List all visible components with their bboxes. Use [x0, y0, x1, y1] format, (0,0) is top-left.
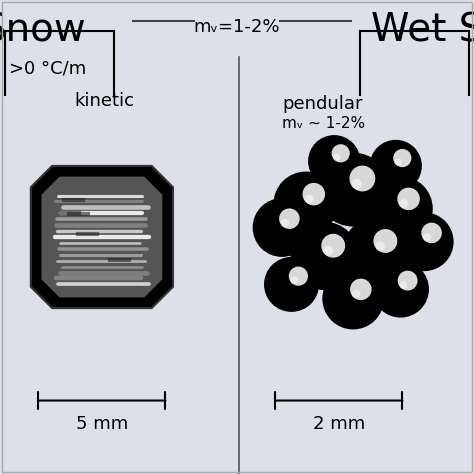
- Circle shape: [279, 209, 300, 229]
- Circle shape: [395, 212, 454, 271]
- Circle shape: [399, 199, 408, 208]
- Text: mᵥ ~ 1-2%: mᵥ ~ 1-2%: [282, 116, 365, 131]
- Text: >0 °C/m: >0 °C/m: [9, 59, 87, 77]
- Polygon shape: [31, 166, 173, 308]
- Circle shape: [289, 266, 308, 286]
- Circle shape: [302, 183, 325, 205]
- Circle shape: [398, 271, 418, 291]
- Text: 2 mm: 2 mm: [313, 415, 365, 433]
- Text: pendular: pendular: [282, 95, 363, 113]
- Circle shape: [273, 172, 338, 236]
- Circle shape: [352, 290, 361, 298]
- Text: Snow: Snow: [0, 12, 86, 50]
- Circle shape: [400, 281, 407, 289]
- Circle shape: [291, 222, 359, 290]
- Circle shape: [321, 234, 345, 258]
- Circle shape: [322, 268, 384, 329]
- Circle shape: [421, 223, 442, 243]
- Circle shape: [331, 144, 350, 163]
- Circle shape: [291, 276, 298, 284]
- Circle shape: [323, 246, 333, 255]
- Circle shape: [308, 135, 360, 187]
- Circle shape: [349, 165, 375, 191]
- Circle shape: [393, 149, 411, 167]
- Text: Wet S: Wet S: [371, 12, 474, 50]
- Circle shape: [397, 188, 420, 210]
- Circle shape: [316, 153, 390, 227]
- Circle shape: [333, 154, 340, 161]
- Circle shape: [253, 198, 311, 257]
- Circle shape: [368, 176, 433, 241]
- Circle shape: [395, 158, 402, 165]
- Circle shape: [423, 233, 431, 241]
- Circle shape: [372, 261, 429, 318]
- Text: kinetic: kinetic: [74, 92, 134, 110]
- Circle shape: [374, 229, 397, 253]
- Text: mᵥ=1-2%: mᵥ=1-2%: [194, 18, 280, 36]
- Circle shape: [375, 241, 385, 251]
- Polygon shape: [41, 177, 162, 298]
- Circle shape: [264, 257, 319, 312]
- Circle shape: [350, 279, 372, 300]
- Circle shape: [343, 217, 411, 285]
- Circle shape: [281, 219, 289, 227]
- Text: 5 mm: 5 mm: [76, 415, 128, 433]
- Circle shape: [370, 140, 422, 192]
- Circle shape: [352, 179, 362, 189]
- Circle shape: [304, 194, 313, 203]
